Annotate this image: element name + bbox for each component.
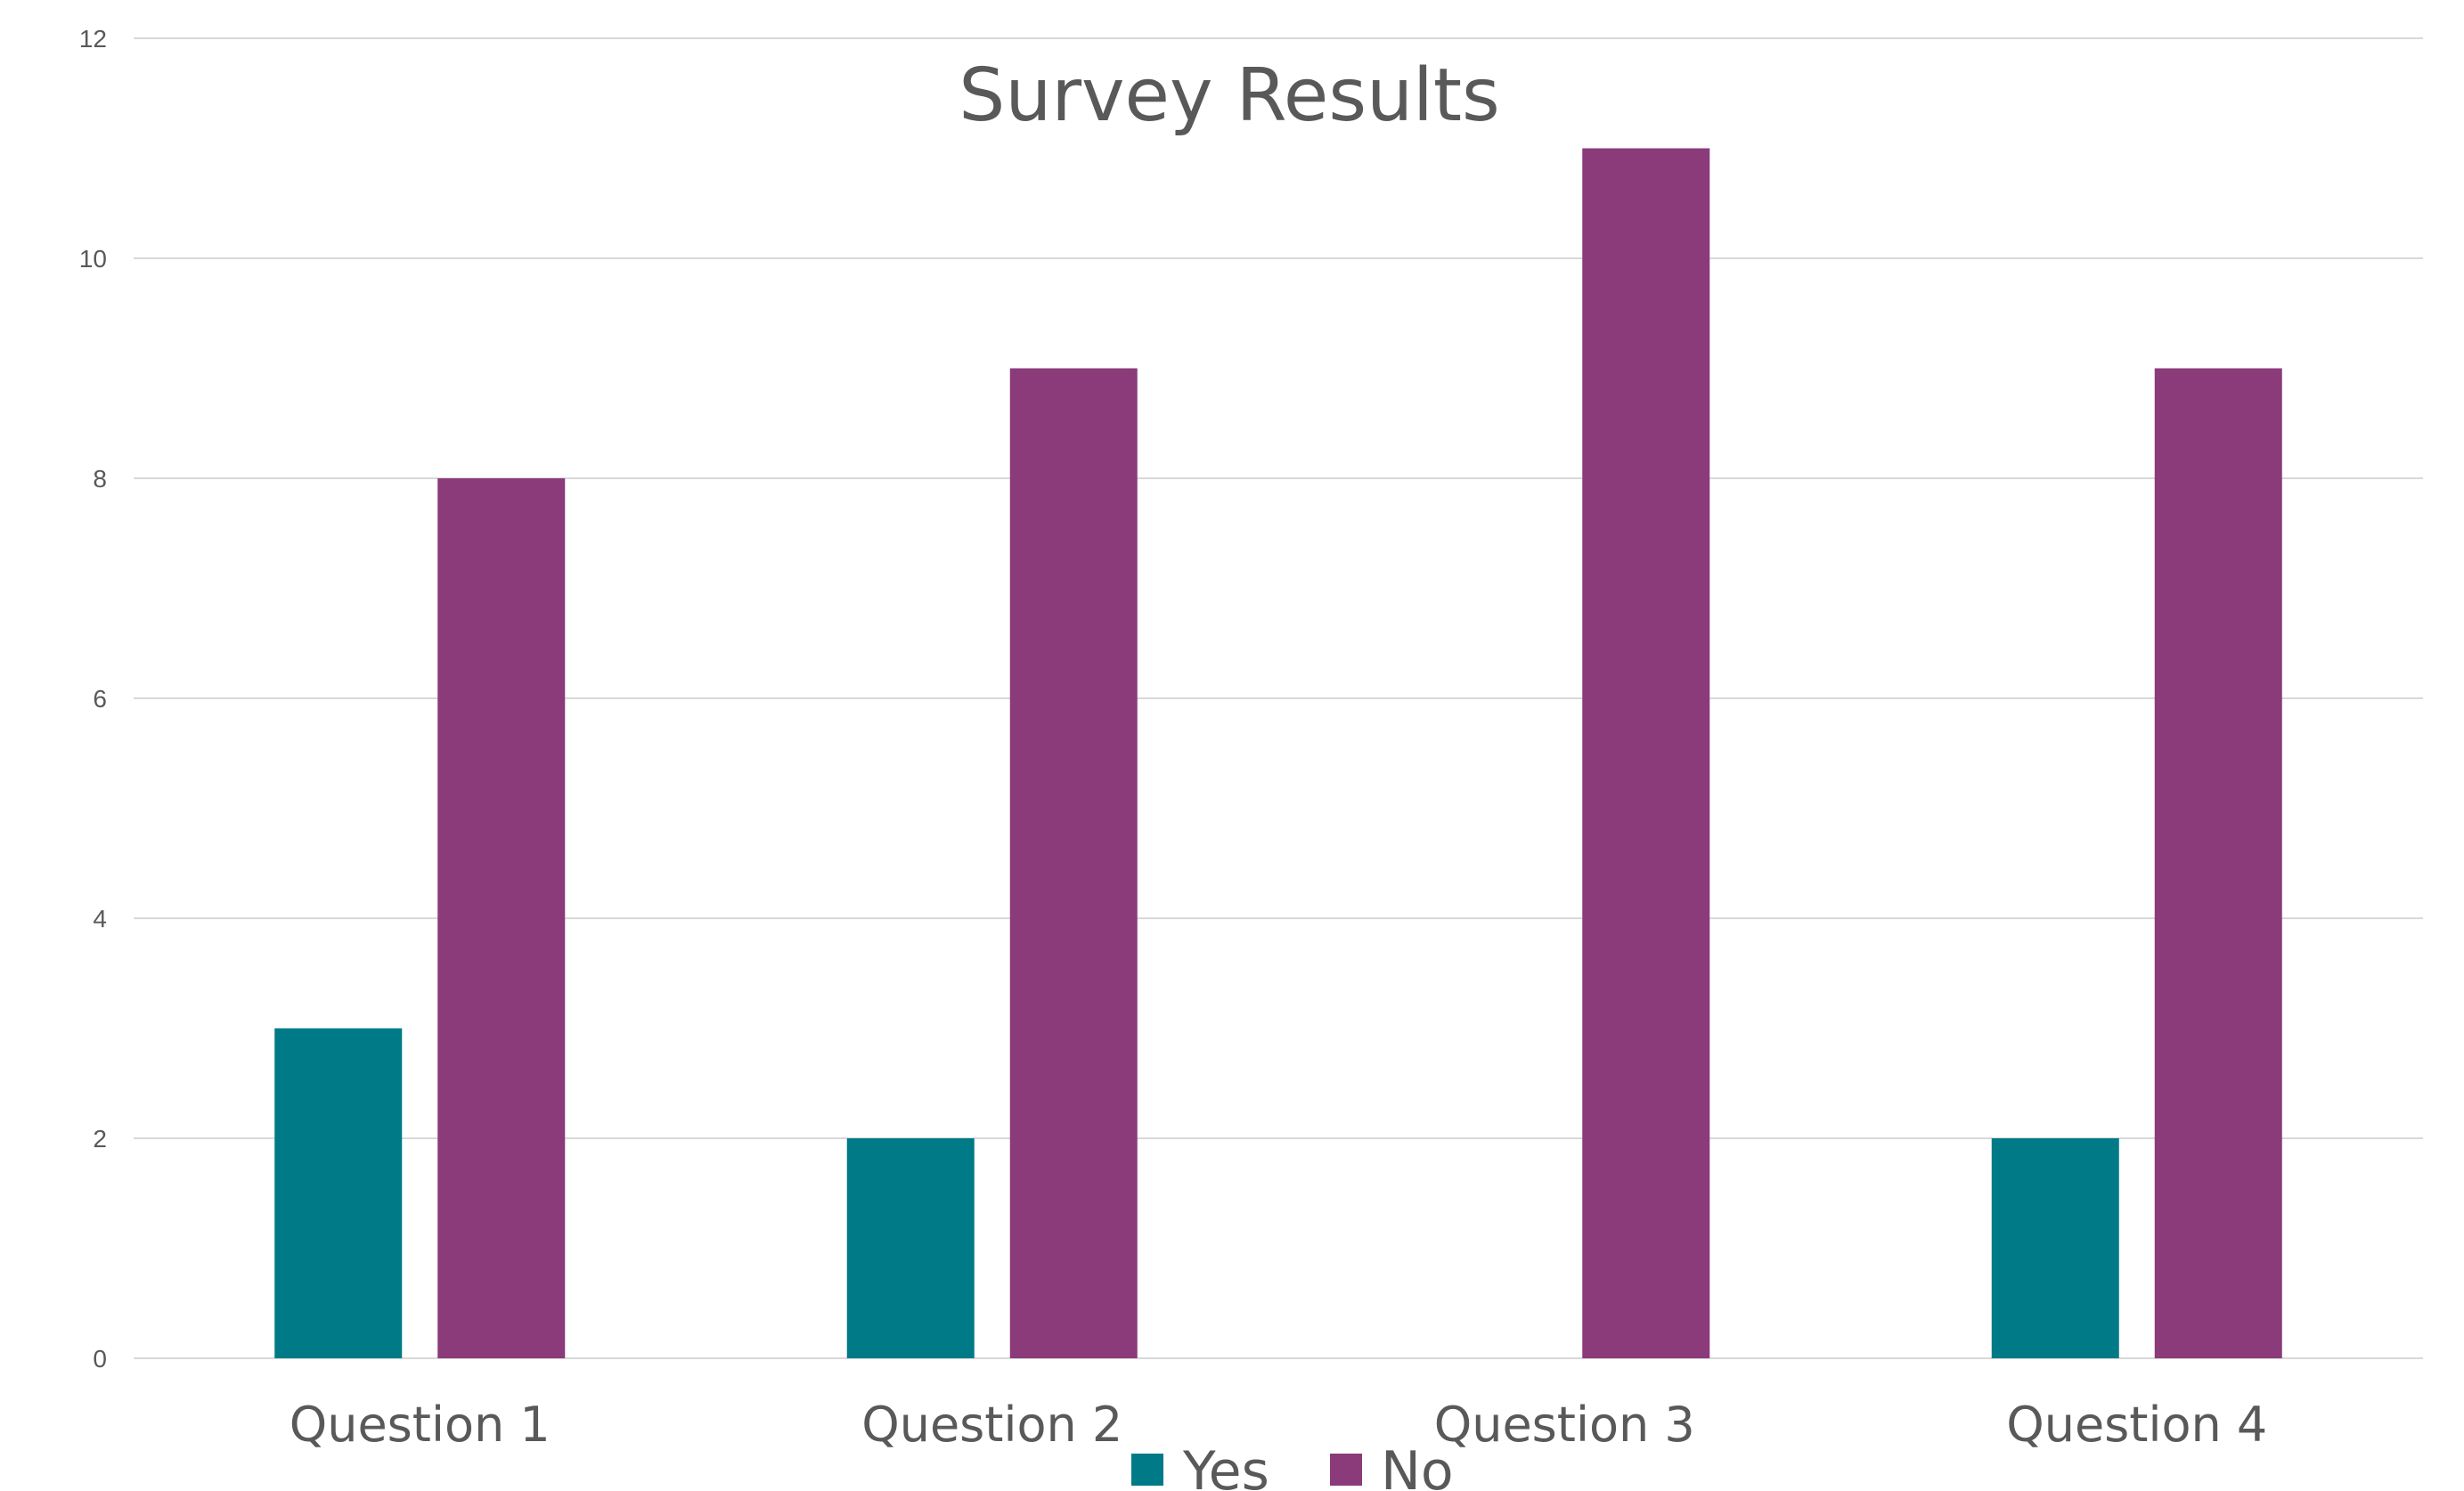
- category-label: Question 2: [861, 1397, 1122, 1453]
- y-tick-label: 12: [79, 25, 107, 53]
- bar-yes-2: [846, 1138, 975, 1358]
- y-tick-label: 0: [93, 1345, 107, 1373]
- y-tick-label: 4: [93, 905, 107, 933]
- y-tick-label: 8: [93, 465, 107, 493]
- chart-title: Survey Results: [959, 53, 1499, 138]
- legend-label-no: No: [1381, 1440, 1454, 1491]
- category-label: Question 1: [290, 1397, 551, 1453]
- bar-no-4: [2154, 368, 2282, 1358]
- y-tick-label: 10: [79, 245, 107, 273]
- y-tick-label: 6: [93, 685, 107, 713]
- bar-yes-1: [274, 1028, 403, 1358]
- bars: [274, 148, 2282, 1358]
- y-tick-label: 2: [93, 1125, 107, 1153]
- legend-label-yes: Yes: [1182, 1440, 1269, 1491]
- legend: Yes No: [1131, 1440, 1454, 1491]
- x-axis-categories: Question 1 Question 2 Question 3 Question 4: [290, 1397, 2268, 1453]
- category-label: Question 3: [1434, 1397, 1695, 1453]
- legend-swatch-no: [1330, 1454, 1362, 1486]
- y-axis-ticks: 0 2 4 6 8 10 12: [79, 25, 107, 1373]
- bar-no-2: [1009, 368, 1138, 1358]
- bar-no-3: [1582, 148, 1710, 1358]
- category-label: Question 4: [2006, 1397, 2267, 1453]
- bar-yes-4: [1991, 1138, 2119, 1358]
- bar-no-1: [437, 478, 566, 1358]
- legend-swatch-yes: [1131, 1454, 1163, 1486]
